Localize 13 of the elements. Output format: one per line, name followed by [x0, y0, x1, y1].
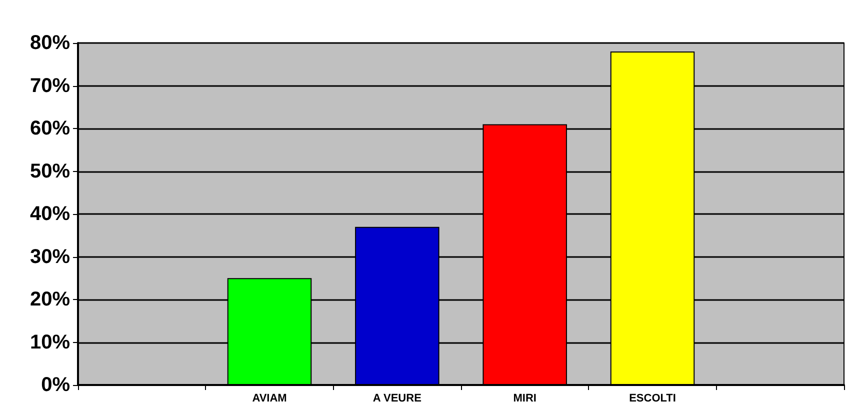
y-tick-label: 10% [30, 331, 70, 354]
y-tick-label: 50% [30, 160, 70, 182]
x-tick-label: MIRI [513, 392, 536, 404]
x-tick-label: A VEURE [372, 392, 422, 404]
y-tick-label: 70% [30, 74, 70, 97]
y-tick-label: 30% [30, 246, 70, 268]
y-tick-label: 80% [30, 32, 70, 54]
y-tick-label: 0% [41, 374, 70, 396]
x-tick-label: AVIAM [252, 392, 287, 404]
y-tick-label: 60% [30, 118, 70, 140]
y-tick-label: 40% [30, 203, 70, 225]
y-tick-label: 20% [30, 288, 70, 310]
x-tick-label: ESCOLTI [629, 392, 676, 404]
